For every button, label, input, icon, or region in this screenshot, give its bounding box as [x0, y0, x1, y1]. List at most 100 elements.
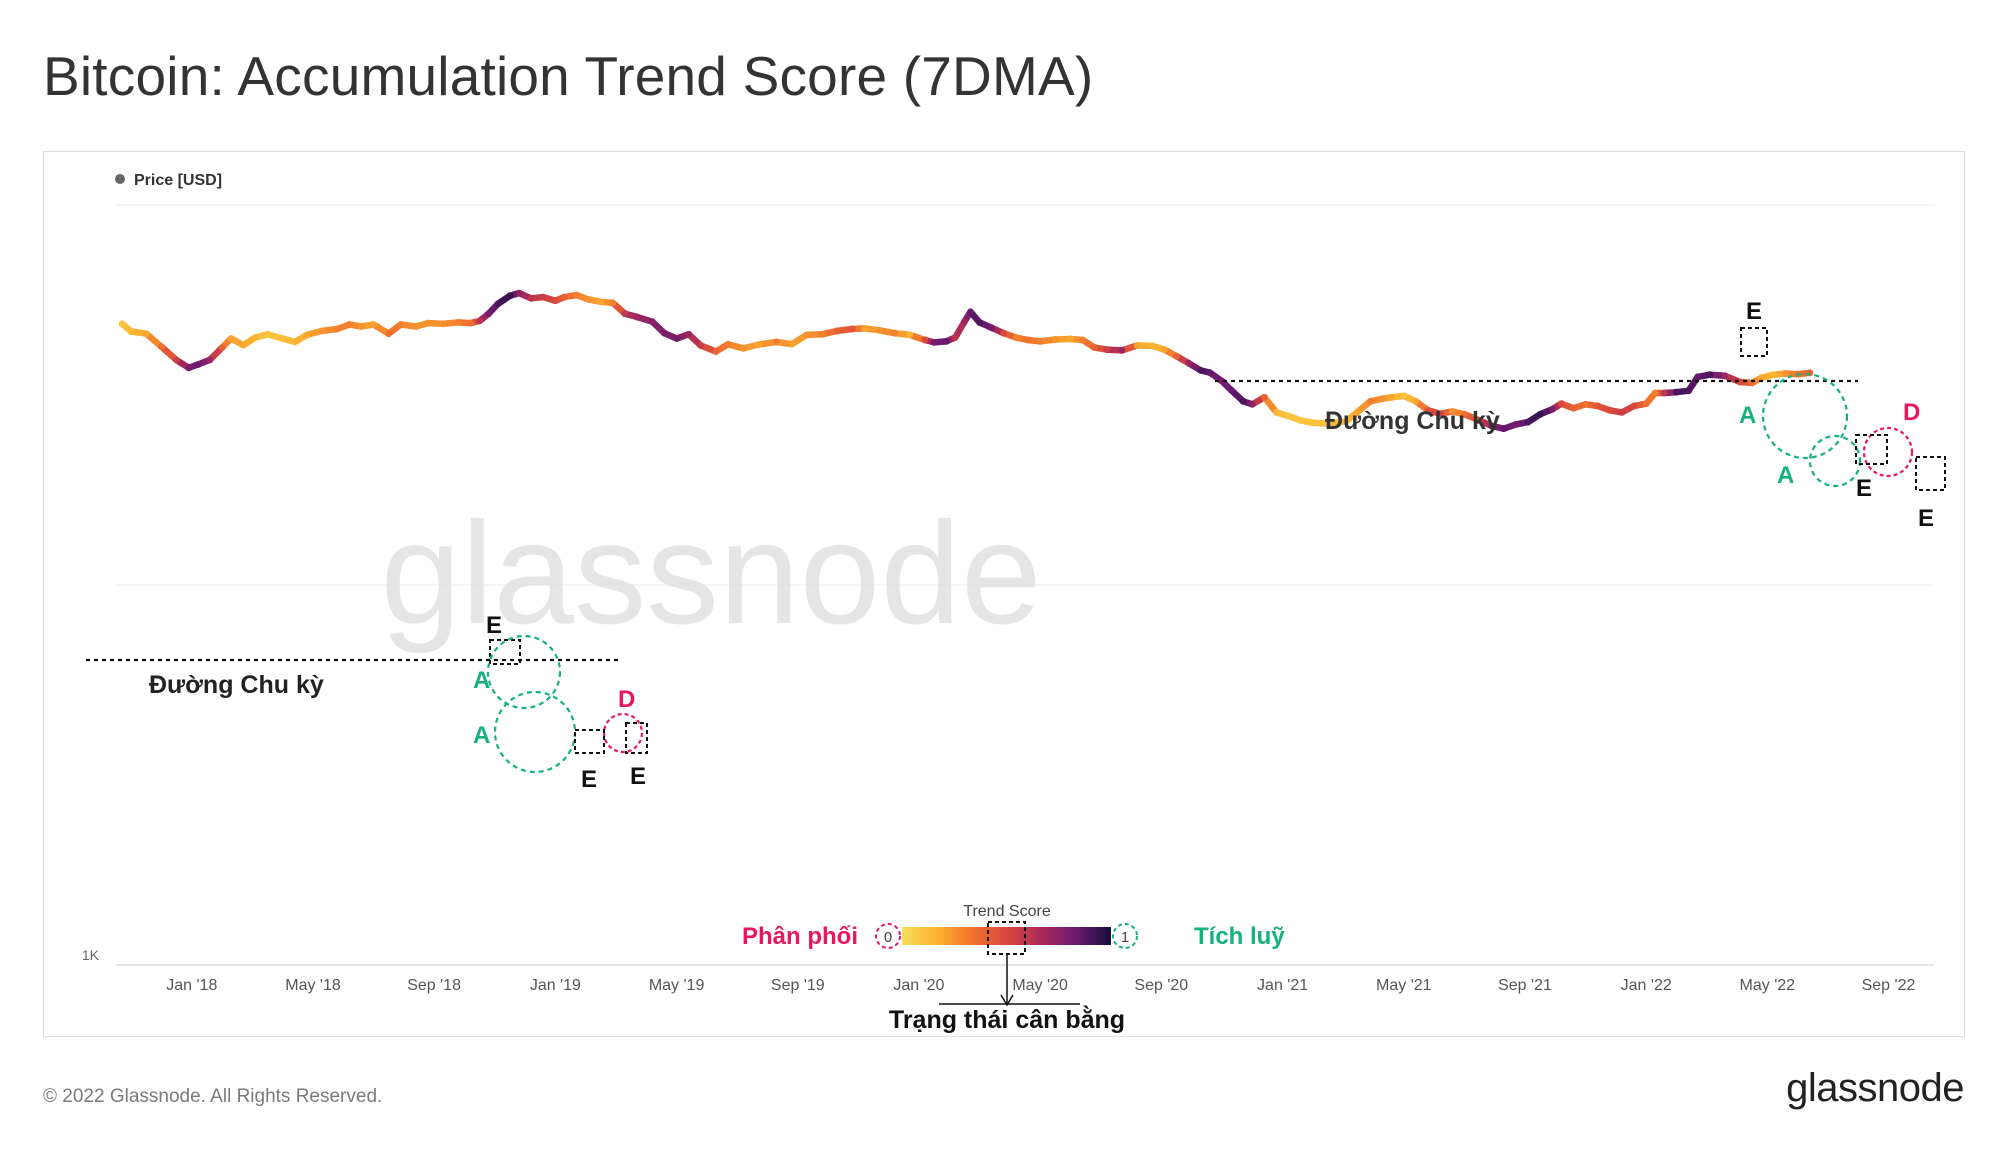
marker-e-box [625, 722, 648, 754]
price-point [485, 310, 493, 318]
x-tick-label: Sep '18 [407, 977, 461, 994]
price-point [1448, 408, 1456, 415]
price-point [455, 319, 462, 326]
marker-e-label: E [1918, 505, 1934, 532]
price-point [1436, 410, 1444, 418]
price-point [967, 308, 974, 316]
x-tick-label: Sep '20 [1134, 977, 1188, 994]
price-point [1500, 425, 1508, 433]
x-tick-label: May '19 [649, 977, 705, 994]
price-point [1618, 409, 1626, 416]
price-point [1660, 389, 1668, 397]
price-point [494, 300, 502, 308]
price-point [385, 330, 393, 338]
price-point [1324, 420, 1332, 427]
price-point [1051, 336, 1059, 343]
price-point [648, 318, 656, 326]
price-point [1476, 417, 1483, 424]
price-point [1400, 392, 1408, 400]
price-point [773, 338, 780, 346]
price-point [1536, 410, 1544, 418]
price-point [1103, 346, 1111, 353]
marker-e-label: E [486, 612, 502, 639]
price-point [621, 310, 629, 318]
price-point [218, 344, 226, 351]
colorbar-low-circle [875, 923, 901, 949]
y-tick-label: 1K [82, 947, 100, 963]
price-point [861, 325, 868, 332]
price-point [1197, 367, 1205, 374]
price-point [739, 345, 747, 352]
price-point [1067, 335, 1074, 343]
price-point [1161, 346, 1168, 353]
price-point [1606, 406, 1614, 414]
price-point [1012, 334, 1020, 341]
x-tick-label: May '21 [1376, 977, 1432, 994]
price-point [1285, 412, 1292, 420]
price-point [1524, 418, 1532, 426]
price-point [921, 336, 929, 344]
page-title: Bitcoin: Accumulation Trend Score (7DMA) [43, 45, 1094, 107]
price-point [1548, 405, 1556, 413]
price-point [1173, 352, 1180, 360]
price-point [370, 321, 377, 328]
price-point [185, 364, 193, 372]
price-point [976, 319, 983, 326]
price-point [833, 327, 841, 335]
marker-e-box [1915, 456, 1946, 491]
cycle-line-label-2022: Đường Chu kỳ [1325, 407, 1500, 435]
marker-e-label: E [1856, 475, 1872, 502]
marker-e-label: E [1746, 298, 1762, 325]
price-point [724, 340, 732, 348]
price-series [118, 289, 1814, 433]
marker-e-box [574, 729, 605, 754]
price-point [561, 293, 568, 301]
price-point [1206, 369, 1214, 376]
price-point [961, 318, 968, 326]
price-point [1388, 393, 1395, 401]
copyright: © 2022 Glassnode. All Rights Reserved. [43, 1086, 383, 1107]
x-axis-ticks: Jan '18 May '18 Sep '18 Jan '19 May '19 Sep '… [166, 977, 1915, 994]
price-point [803, 331, 811, 339]
price-point [345, 321, 353, 328]
x-tick-label: Jan '20 [893, 977, 944, 994]
price-point [333, 325, 341, 333]
legend-label[interactable]: Price [USD] [134, 172, 222, 189]
marker-a-circle [486, 634, 562, 710]
price-point [661, 329, 668, 337]
marker-e-box [489, 639, 521, 665]
marker-a-circle [493, 690, 577, 774]
marker-d-label: D [1903, 399, 1920, 426]
price-point [951, 334, 959, 341]
price-point [1594, 402, 1602, 410]
price-point [239, 341, 247, 349]
price-point [142, 330, 150, 338]
price-point [755, 341, 762, 348]
marker-a-circle [1808, 434, 1862, 488]
colorbar-low-value: 0 [884, 929, 892, 946]
price-point [673, 335, 680, 342]
price-point [291, 338, 299, 346]
legend-dot[interactable] [115, 174, 125, 184]
x-tick-label: May '22 [1740, 977, 1796, 994]
price-point [848, 325, 856, 333]
price-point [930, 339, 938, 346]
marker-e-label: E [581, 766, 597, 793]
marker-d-circle [1862, 426, 1914, 478]
accumulation-label: Tích luỹ [1194, 923, 1285, 950]
price-point [597, 298, 605, 306]
x-tick-label: Sep '22 [1862, 977, 1916, 994]
price-point [194, 361, 202, 368]
equilibrium-arrowhead [1000, 994, 1014, 1007]
price-point [1367, 397, 1374, 405]
price-point [1261, 393, 1268, 401]
x-tick-label: Jan '21 [1257, 977, 1308, 994]
price-point [1091, 344, 1099, 351]
price-point [1297, 417, 1305, 424]
price-point [1770, 371, 1777, 379]
colorbar-high-circle [1112, 923, 1138, 949]
marker-a-label: A [1777, 462, 1794, 489]
price-point [697, 342, 705, 349]
cycle-line-label-2018: Đường Chu kỳ [149, 671, 324, 699]
price-point [227, 335, 235, 342]
